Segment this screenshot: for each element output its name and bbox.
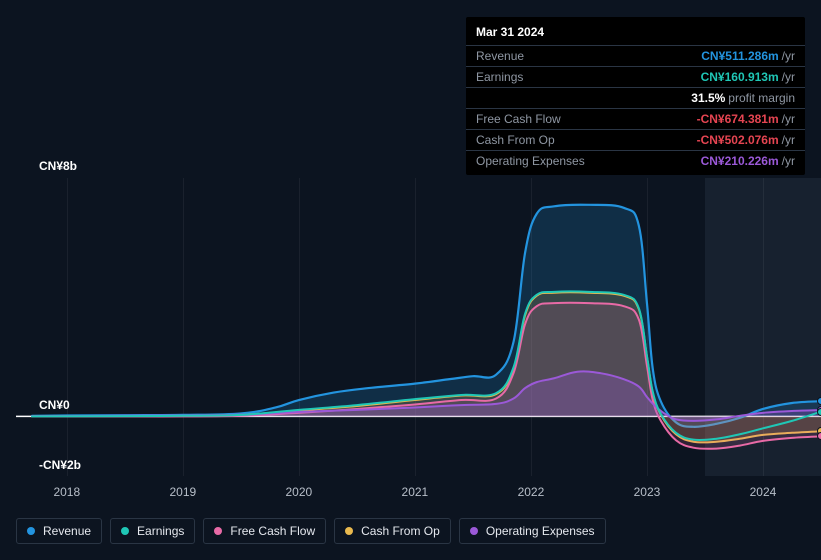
x-tick-label: 2018 bbox=[53, 485, 80, 499]
tooltip-row-value: CN¥511.286m/yr bbox=[701, 49, 795, 63]
legend-label: Cash From Op bbox=[361, 524, 440, 538]
tooltip-row: 31.5%profit margin bbox=[466, 87, 805, 108]
tooltip-row-label: Revenue bbox=[476, 49, 524, 63]
x-tick-label: 2022 bbox=[518, 485, 545, 499]
tooltip-row-value: -CN¥502.076m/yr bbox=[697, 133, 795, 147]
tooltip-row-value: CN¥160.913m/yr bbox=[701, 70, 795, 84]
x-tick-label: 2024 bbox=[750, 485, 777, 499]
tooltip-date: Mar 31 2024 bbox=[466, 25, 805, 45]
legend-label: Revenue bbox=[43, 524, 91, 538]
legend-dot-icon bbox=[214, 527, 222, 535]
legend-label: Operating Expenses bbox=[486, 524, 595, 538]
tooltip-row-label: Cash From Op bbox=[476, 133, 555, 147]
x-tick-label: 2023 bbox=[634, 485, 661, 499]
tooltip-row-label: Operating Expenses bbox=[476, 154, 585, 168]
tooltip-row-value: -CN¥674.381m/yr bbox=[697, 112, 795, 126]
tooltip-row-value: 31.5%profit margin bbox=[691, 91, 795, 105]
tooltip-row: Earnings CN¥160.913m/yr bbox=[466, 66, 805, 87]
legend-item-operating-expenses[interactable]: Operating Expenses bbox=[459, 518, 606, 544]
legend-dot-icon bbox=[345, 527, 353, 535]
legend-item-revenue[interactable]: Revenue bbox=[16, 518, 102, 544]
legend-label: Earnings bbox=[137, 524, 184, 538]
tooltip-row-value: CN¥210.226m/yr bbox=[701, 154, 795, 168]
tooltip-row-label: Earnings bbox=[476, 70, 523, 84]
legend-item-earnings[interactable]: Earnings bbox=[110, 518, 195, 544]
tooltip-row-label: Free Cash Flow bbox=[476, 112, 561, 126]
x-tick-label: 2021 bbox=[402, 485, 429, 499]
legend-dot-icon bbox=[27, 527, 35, 535]
legend-label: Free Cash Flow bbox=[230, 524, 315, 538]
legend-item-free-cash-flow[interactable]: Free Cash Flow bbox=[203, 518, 326, 544]
tooltip-row: Free Cash Flow -CN¥674.381m/yr bbox=[466, 108, 805, 129]
x-tick-label: 2019 bbox=[169, 485, 196, 499]
legend-dot-icon bbox=[470, 527, 478, 535]
tooltip-row: Cash From Op -CN¥502.076m/yr bbox=[466, 129, 805, 150]
legend-dot-icon bbox=[121, 527, 129, 535]
tooltip-row: Operating Expenses CN¥210.226m/yr bbox=[466, 150, 805, 171]
data-tooltip: Mar 31 2024 Revenue CN¥511.286m/yr Earning… bbox=[466, 17, 805, 175]
chart-legend: Revenue Earnings Free Cash Flow Cash Fro… bbox=[16, 518, 606, 544]
legend-item-cash-from-op[interactable]: Cash From Op bbox=[334, 518, 451, 544]
tooltip-row: Revenue CN¥511.286m/yr bbox=[466, 45, 805, 66]
x-tick-label: 2020 bbox=[286, 485, 313, 499]
